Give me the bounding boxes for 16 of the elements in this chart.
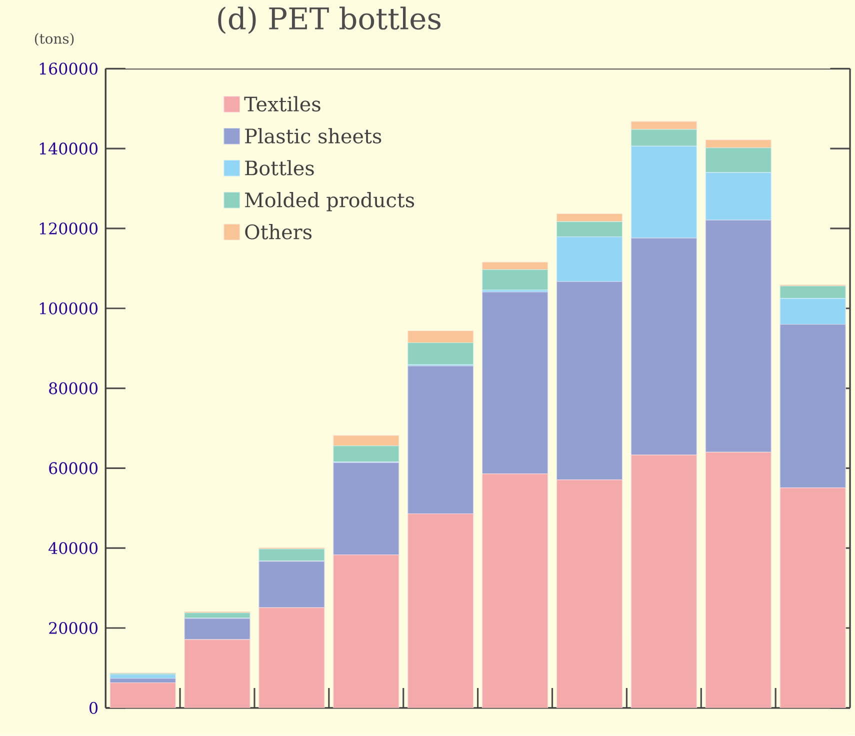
chart-title: (d) PET bottles bbox=[218, 6, 440, 34]
y-tick-label: 0 bbox=[90, 702, 98, 714]
y-tick-label: 40000 bbox=[48, 542, 98, 554]
legend-label: Plastic sheets bbox=[245, 128, 382, 144]
y-tick-label: 20000 bbox=[49, 622, 98, 634]
legend-label: Bottles bbox=[245, 160, 314, 176]
y-tick-label: 160000 bbox=[40, 62, 98, 75]
y-tick-label: 120000 bbox=[40, 222, 98, 235]
y-tick-label: 80000 bbox=[49, 382, 98, 394]
y-tick-label: 140000 bbox=[40, 142, 98, 155]
legend-label: Others bbox=[245, 224, 312, 240]
y-tick-label: 100000 bbox=[40, 302, 98, 315]
legend-label: Molded products bbox=[245, 192, 414, 212]
y-tick-label: 60000 bbox=[49, 462, 98, 474]
legend-label: Textiles bbox=[244, 96, 320, 112]
y-axis-title: (tons) bbox=[34, 33, 74, 46]
